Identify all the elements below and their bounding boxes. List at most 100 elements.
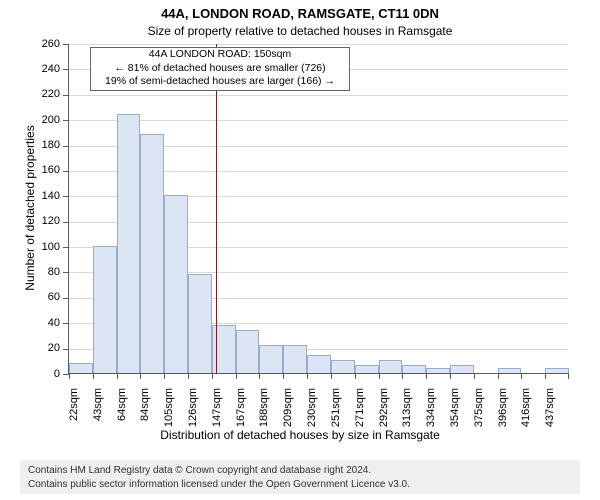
annotation-box: 44A LONDON ROAD: 150sqm ← 81% of detache… bbox=[90, 47, 350, 91]
histogram-bar bbox=[355, 365, 379, 373]
gridline bbox=[69, 44, 568, 45]
annotation-line2: ← 81% of detached houses are smaller (72… bbox=[91, 62, 349, 76]
page: { "page": { "width": 600, "height": 500,… bbox=[0, 0, 600, 500]
y-tick bbox=[63, 323, 69, 324]
histogram-bar bbox=[498, 368, 522, 373]
histogram-bar bbox=[259, 345, 283, 373]
x-tick-label: 313sqm bbox=[401, 388, 413, 438]
x-tick bbox=[140, 373, 141, 379]
y-tick-label: 180 bbox=[42, 139, 60, 151]
histogram-bar bbox=[283, 345, 307, 373]
x-tick-label: 22sqm bbox=[68, 388, 80, 438]
y-tick bbox=[63, 298, 69, 299]
y-axis-label: Number of detached properties bbox=[23, 108, 37, 308]
y-tick bbox=[63, 120, 69, 121]
x-tick-label: 251sqm bbox=[330, 388, 342, 438]
x-tick bbox=[259, 373, 260, 379]
x-tick bbox=[402, 373, 403, 379]
x-tick bbox=[568, 373, 569, 379]
x-tick-label: 167sqm bbox=[235, 388, 247, 438]
y-tick bbox=[63, 44, 69, 45]
x-tick bbox=[212, 373, 213, 379]
y-tick-label: 0 bbox=[54, 368, 60, 380]
histogram-bar bbox=[450, 365, 474, 373]
chart-subtitle: Size of property relative to detached ho… bbox=[0, 24, 600, 38]
x-tick-label: 147sqm bbox=[211, 388, 223, 438]
x-tick-label: 416sqm bbox=[520, 388, 532, 438]
x-tick bbox=[545, 373, 546, 379]
x-tick-label: 64sqm bbox=[116, 388, 128, 438]
histogram-bar bbox=[545, 368, 569, 373]
x-tick bbox=[93, 373, 94, 379]
y-tick-label: 160 bbox=[42, 164, 60, 176]
footer-line2: Contains public sector information licen… bbox=[28, 478, 572, 492]
y-tick bbox=[63, 349, 69, 350]
footer-line1: Contains HM Land Registry data © Crown c… bbox=[28, 464, 572, 478]
y-tick-label: 60 bbox=[48, 291, 60, 303]
histogram-bar bbox=[402, 365, 426, 373]
histogram-bar bbox=[117, 114, 141, 373]
y-tick-label: 80 bbox=[48, 266, 60, 278]
x-tick bbox=[236, 373, 237, 379]
x-tick-label: 437sqm bbox=[544, 388, 556, 438]
x-tick bbox=[474, 373, 475, 379]
x-tick bbox=[498, 373, 499, 379]
x-tick bbox=[188, 373, 189, 379]
annotation-line3: 19% of semi-detached houses are larger (… bbox=[91, 75, 349, 89]
x-tick-label: 396sqm bbox=[497, 388, 509, 438]
histogram-bar bbox=[379, 360, 403, 373]
histogram-bar bbox=[69, 363, 93, 373]
plot-area bbox=[68, 44, 568, 374]
histogram-bar bbox=[331, 360, 355, 373]
x-tick-label: 188sqm bbox=[258, 388, 270, 438]
x-tick-label: 84sqm bbox=[139, 388, 151, 438]
x-tick bbox=[164, 373, 165, 379]
x-tick bbox=[331, 373, 332, 379]
y-tick-label: 200 bbox=[42, 114, 60, 126]
x-tick-label: 334sqm bbox=[425, 388, 437, 438]
footer: Contains HM Land Registry data © Crown c… bbox=[20, 460, 580, 494]
histogram-bar bbox=[188, 274, 212, 373]
x-tick bbox=[379, 373, 380, 379]
x-tick-label: 126sqm bbox=[187, 388, 199, 438]
x-tick bbox=[117, 373, 118, 379]
y-tick bbox=[63, 222, 69, 223]
histogram-bar bbox=[140, 134, 164, 373]
x-tick-label: 105sqm bbox=[163, 388, 175, 438]
x-tick-label: 209sqm bbox=[282, 388, 294, 438]
y-tick bbox=[63, 171, 69, 172]
histogram-bar bbox=[426, 368, 450, 373]
y-tick bbox=[63, 272, 69, 273]
y-tick bbox=[63, 247, 69, 248]
y-tick-label: 220 bbox=[42, 88, 60, 100]
x-tick-label: 354sqm bbox=[449, 388, 461, 438]
x-tick-label: 230sqm bbox=[306, 388, 318, 438]
x-tick bbox=[283, 373, 284, 379]
histogram-bar bbox=[164, 195, 188, 373]
y-tick-label: 20 bbox=[48, 342, 60, 354]
x-tick-label: 271sqm bbox=[354, 388, 366, 438]
annotation-line1: 44A LONDON ROAD: 150sqm bbox=[91, 48, 349, 62]
y-tick-label: 100 bbox=[42, 241, 60, 253]
x-tick bbox=[450, 373, 451, 379]
y-tick bbox=[63, 196, 69, 197]
y-tick bbox=[63, 69, 69, 70]
y-tick-label: 120 bbox=[42, 215, 60, 227]
histogram-bar bbox=[307, 355, 331, 373]
x-axis-label: Distribution of detached houses by size … bbox=[0, 428, 600, 442]
x-tick bbox=[426, 373, 427, 379]
y-tick bbox=[63, 95, 69, 96]
x-tick-label: 43sqm bbox=[92, 388, 104, 438]
reference-line bbox=[216, 44, 217, 373]
x-tick-label: 375sqm bbox=[473, 388, 485, 438]
histogram-bar bbox=[93, 246, 117, 373]
x-tick-label: 292sqm bbox=[378, 388, 390, 438]
gridline bbox=[69, 95, 568, 96]
y-tick-label: 140 bbox=[42, 190, 60, 202]
gridline bbox=[69, 120, 568, 121]
y-tick-label: 240 bbox=[42, 63, 60, 75]
x-tick bbox=[355, 373, 356, 379]
y-tick-label: 260 bbox=[42, 38, 60, 50]
x-tick bbox=[307, 373, 308, 379]
x-tick bbox=[69, 373, 70, 379]
